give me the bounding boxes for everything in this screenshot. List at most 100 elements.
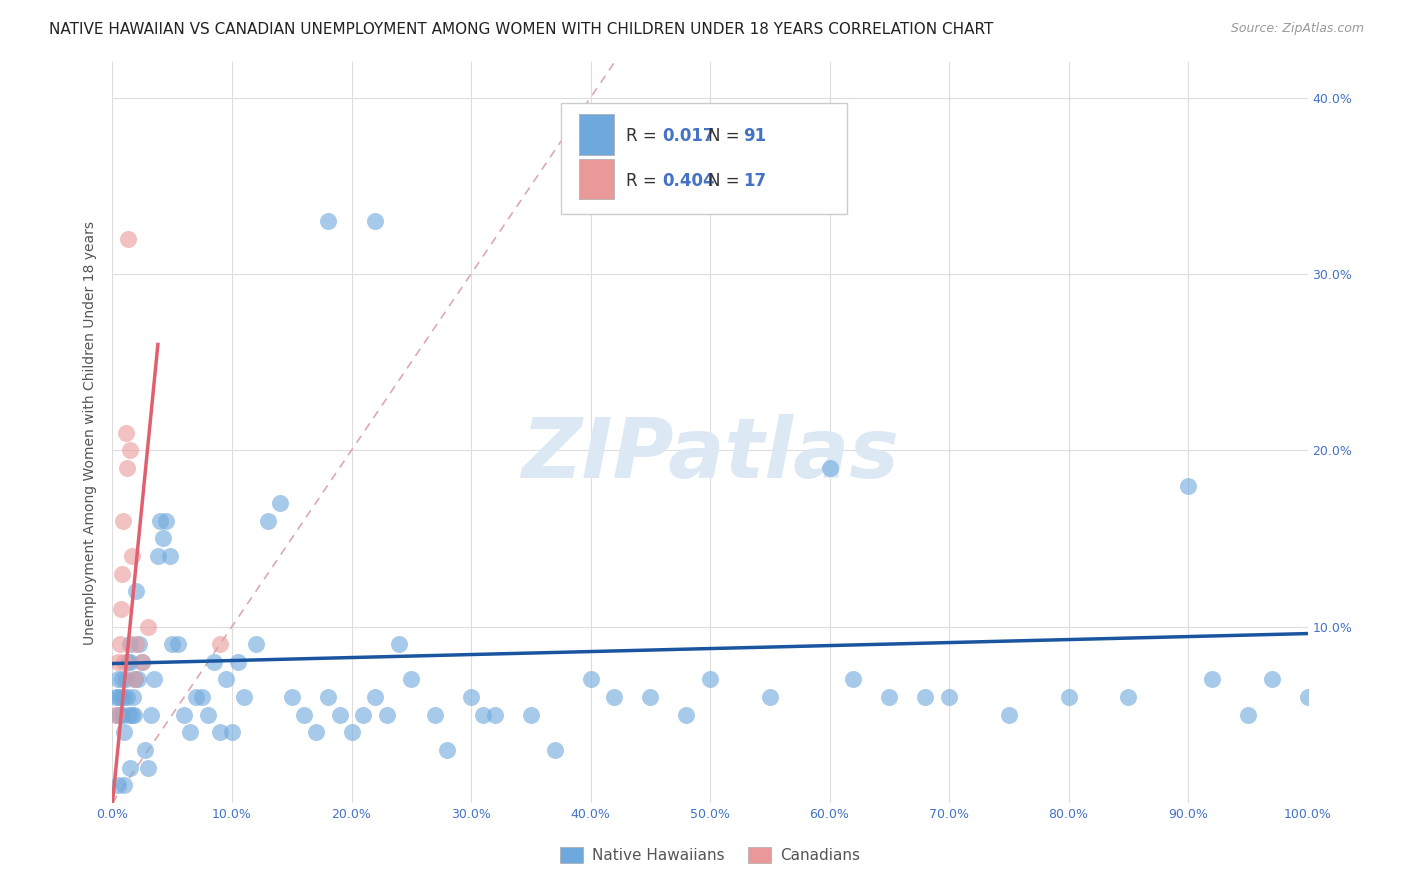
Point (167, 637, 190, 651)
Point (484, 707, 506, 722)
Point (115, 461, 138, 475)
Point (472, 707, 495, 722)
Point (209, 637, 232, 651)
Point (842, 673, 865, 687)
Point (1118, 690, 1140, 704)
Point (1177, 478, 1199, 492)
Text: NATIVE HAWAIIAN VS CANADIAN UNEMPLOYMENT AMONG WOMEN WITH CHILDREN UNDER 18 YEAR: NATIVE HAWAIIAN VS CANADIAN UNEMPLOYMENT… (49, 22, 994, 37)
Point (1261, 673, 1284, 687)
Point (191, 690, 214, 704)
Point (1296, 690, 1319, 704)
Point (131, 655, 153, 669)
Point (139, 707, 162, 722)
Bar (579, 114, 614, 155)
Point (105, 690, 128, 704)
Point (110, 602, 132, 616)
Point (316, 690, 339, 704)
Point (118, 707, 141, 722)
Point (340, 725, 363, 739)
Point (603, 690, 626, 704)
Point (124, 673, 146, 687)
Point (1057, 690, 1080, 704)
Point (879, 690, 901, 704)
Point (108, 707, 131, 722)
Text: ZIPatlas: ZIPatlas (522, 414, 898, 495)
Point (108, 637, 131, 651)
Bar (579, 159, 614, 200)
Point (121, 690, 143, 704)
Point (114, 425, 136, 440)
Point (215, 673, 238, 687)
Point (316, 214, 339, 228)
Text: N =: N = (707, 128, 745, 145)
Point (221, 725, 243, 739)
Point (675, 707, 697, 722)
Point (125, 637, 148, 651)
Point (1201, 673, 1223, 687)
Point (998, 707, 1021, 722)
Point (938, 690, 960, 704)
Point (111, 566, 134, 581)
Point (138, 760, 160, 774)
Point (281, 690, 304, 704)
Point (134, 743, 156, 757)
Point (520, 707, 543, 722)
Text: N =: N = (707, 172, 745, 190)
Point (111, 673, 134, 687)
Point (233, 690, 256, 704)
Text: 0.404: 0.404 (662, 172, 714, 190)
Point (226, 655, 249, 669)
Point (105, 707, 128, 722)
Point (112, 707, 135, 722)
Point (128, 637, 150, 651)
Point (131, 655, 153, 669)
Point (202, 655, 225, 669)
Point (162, 637, 183, 651)
Text: 0.017: 0.017 (662, 128, 714, 145)
Point (179, 725, 201, 739)
Text: Source: ZipAtlas.com: Source: ZipAtlas.com (1230, 22, 1364, 36)
Point (114, 655, 135, 669)
Point (121, 549, 143, 563)
Point (121, 707, 143, 722)
Point (377, 707, 399, 722)
Point (152, 532, 174, 546)
Legend: Native Hawaiians, Canadians: Native Hawaiians, Canadians (554, 841, 866, 869)
Point (543, 743, 565, 757)
Point (114, 690, 135, 704)
Point (640, 690, 662, 704)
Point (292, 707, 315, 722)
Point (112, 514, 135, 528)
Point (460, 690, 482, 704)
Y-axis label: Unemployment Among Women with Children Under 18 years: Unemployment Among Women with Children U… (83, 220, 97, 645)
Point (138, 619, 160, 633)
Point (197, 707, 219, 722)
Point (364, 214, 387, 228)
Text: 17: 17 (744, 172, 766, 190)
Point (105, 707, 128, 722)
Point (209, 725, 232, 739)
Point (120, 655, 142, 669)
Point (364, 690, 387, 704)
Point (120, 760, 142, 774)
Point (352, 707, 374, 722)
Point (114, 725, 135, 739)
Point (114, 778, 135, 792)
Point (117, 232, 139, 246)
Point (110, 690, 132, 704)
Point (159, 549, 181, 563)
Point (818, 461, 841, 475)
Point (117, 655, 139, 669)
Point (1237, 707, 1260, 722)
Point (122, 673, 145, 687)
Point (401, 673, 423, 687)
Point (305, 725, 328, 739)
Point (173, 707, 195, 722)
Text: 91: 91 (744, 128, 766, 145)
Point (149, 514, 172, 528)
Point (107, 673, 129, 687)
Text: R =: R = (627, 172, 662, 190)
Point (107, 778, 129, 792)
Point (436, 743, 458, 757)
Point (245, 637, 267, 651)
